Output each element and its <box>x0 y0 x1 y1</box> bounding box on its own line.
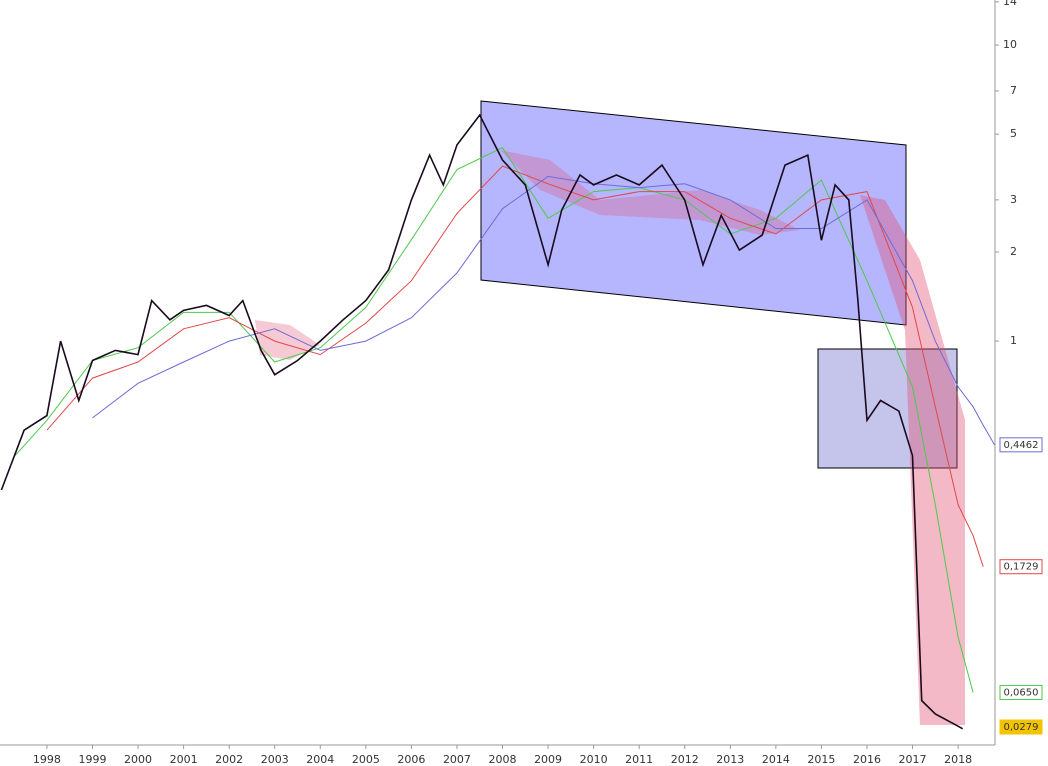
y-tick-label: 1 <box>1010 334 1017 347</box>
y-tick-label: 14 <box>1003 0 1017 8</box>
y-tick-label: 10 <box>1003 38 1017 51</box>
x-tick-label: 2016 <box>853 753 881 766</box>
price-label: 0,0279 <box>1004 722 1039 733</box>
x-tick-label: 2002 <box>215 753 243 766</box>
x-tick-label: 2014 <box>762 753 790 766</box>
price-label: 0,4462 <box>1004 440 1039 451</box>
x-tick-label: 2011 <box>625 753 653 766</box>
shaded-area <box>500 150 800 235</box>
price-line <box>0 113 964 730</box>
y-tick-label: 2 <box>1010 245 1017 258</box>
price-label-box <box>999 719 1043 735</box>
x-tick-label: 1999 <box>78 753 106 766</box>
x-tick-label: 2010 <box>580 753 608 766</box>
x-tick-label: 2017 <box>899 753 927 766</box>
x-tick-label: 2004 <box>306 753 334 766</box>
range-box <box>817 348 958 469</box>
x-tick-label: 2012 <box>671 753 699 766</box>
moving-average <box>14 147 974 693</box>
x-tick-label: 2000 <box>124 753 152 766</box>
x-tick-label: 2008 <box>489 753 517 766</box>
y-tick-label: 3 <box>1010 193 1017 206</box>
x-tick-label: 2018 <box>944 753 972 766</box>
channel <box>480 100 907 326</box>
x-tick-label: 2001 <box>170 753 198 766</box>
x-tick-label: 2015 <box>807 753 835 766</box>
shaded-area <box>255 320 320 360</box>
price-label: 0,1729 <box>1004 562 1039 573</box>
x-tick-label: 2009 <box>534 753 562 766</box>
y-tick-label: 5 <box>1010 127 1017 140</box>
moving-average <box>92 175 995 446</box>
y-tick-label: 7 <box>1010 84 1017 97</box>
x-tick-label: 2007 <box>443 753 471 766</box>
x-tick-label: 2013 <box>716 753 744 766</box>
price-label-box <box>999 437 1043 453</box>
price-label-box <box>999 559 1043 575</box>
x-tick-label: 2003 <box>261 753 289 766</box>
price-label-box <box>999 684 1043 700</box>
x-tick-label: 2005 <box>352 753 380 766</box>
x-tick-label: 2006 <box>397 753 425 766</box>
price-label: 0,0650 <box>1004 687 1039 698</box>
x-tick-label: 1998 <box>33 753 61 766</box>
